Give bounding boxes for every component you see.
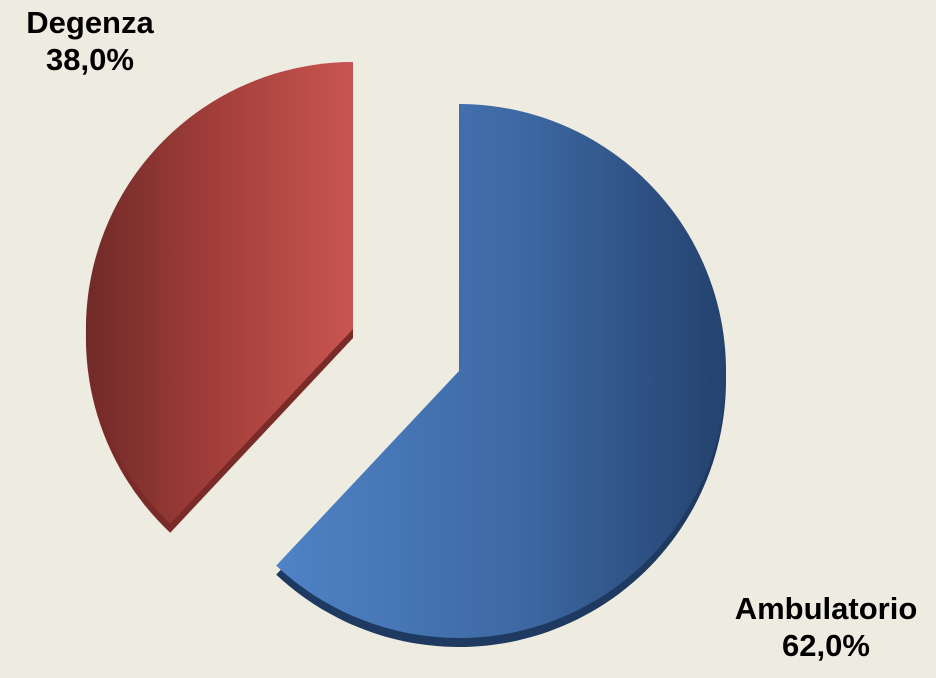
slice-label-degenza: Degenza 38,0% <box>10 4 170 78</box>
slice-value-degenza: 38,0% <box>46 42 134 77</box>
slice-degenza <box>85 61 354 524</box>
slice-value-ambulatorio: 62,0% <box>782 628 870 663</box>
slice-ambulatorio <box>276 104 727 638</box>
slice-label-ambulatorio: Ambulatorio 62,0% <box>706 590 936 664</box>
slice-name-degenza: Degenza <box>26 5 154 40</box>
slice-name-ambulatorio: Ambulatorio <box>734 591 918 626</box>
